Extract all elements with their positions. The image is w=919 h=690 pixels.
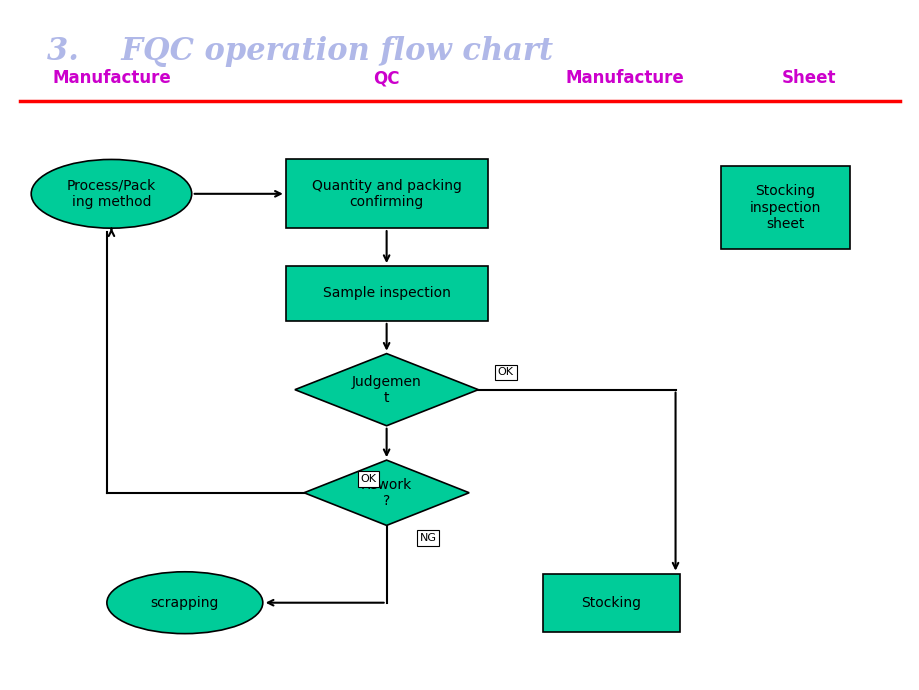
Text: Rework
?: Rework ? bbox=[360, 477, 412, 508]
Text: OK: OK bbox=[497, 368, 514, 377]
Text: Stocking: Stocking bbox=[581, 595, 641, 610]
FancyBboxPatch shape bbox=[286, 266, 487, 321]
FancyBboxPatch shape bbox=[720, 166, 849, 249]
Text: NG: NG bbox=[419, 533, 436, 543]
Text: scrapping: scrapping bbox=[151, 595, 219, 610]
Polygon shape bbox=[304, 460, 469, 525]
Text: Judgemen
t: Judgemen t bbox=[351, 375, 421, 405]
Text: QC: QC bbox=[373, 69, 400, 88]
Ellipse shape bbox=[107, 572, 263, 633]
Ellipse shape bbox=[31, 159, 191, 228]
Text: Quantity and packing
confirming: Quantity and packing confirming bbox=[312, 179, 461, 209]
FancyBboxPatch shape bbox=[542, 573, 679, 632]
Text: Manufacture: Manufacture bbox=[565, 69, 684, 88]
Text: Manufacture: Manufacture bbox=[52, 69, 171, 88]
Text: Sample inspection: Sample inspection bbox=[323, 286, 450, 300]
FancyBboxPatch shape bbox=[286, 159, 487, 228]
Text: 3.    FQC operation flow chart: 3. FQC operation flow chart bbox=[47, 36, 552, 67]
Text: Stocking
inspection
sheet: Stocking inspection sheet bbox=[749, 184, 821, 230]
Text: OK: OK bbox=[360, 474, 376, 484]
Text: Process/Pack
ing method: Process/Pack ing method bbox=[67, 179, 156, 209]
Text: Sheet: Sheet bbox=[780, 69, 834, 88]
Polygon shape bbox=[295, 353, 478, 426]
